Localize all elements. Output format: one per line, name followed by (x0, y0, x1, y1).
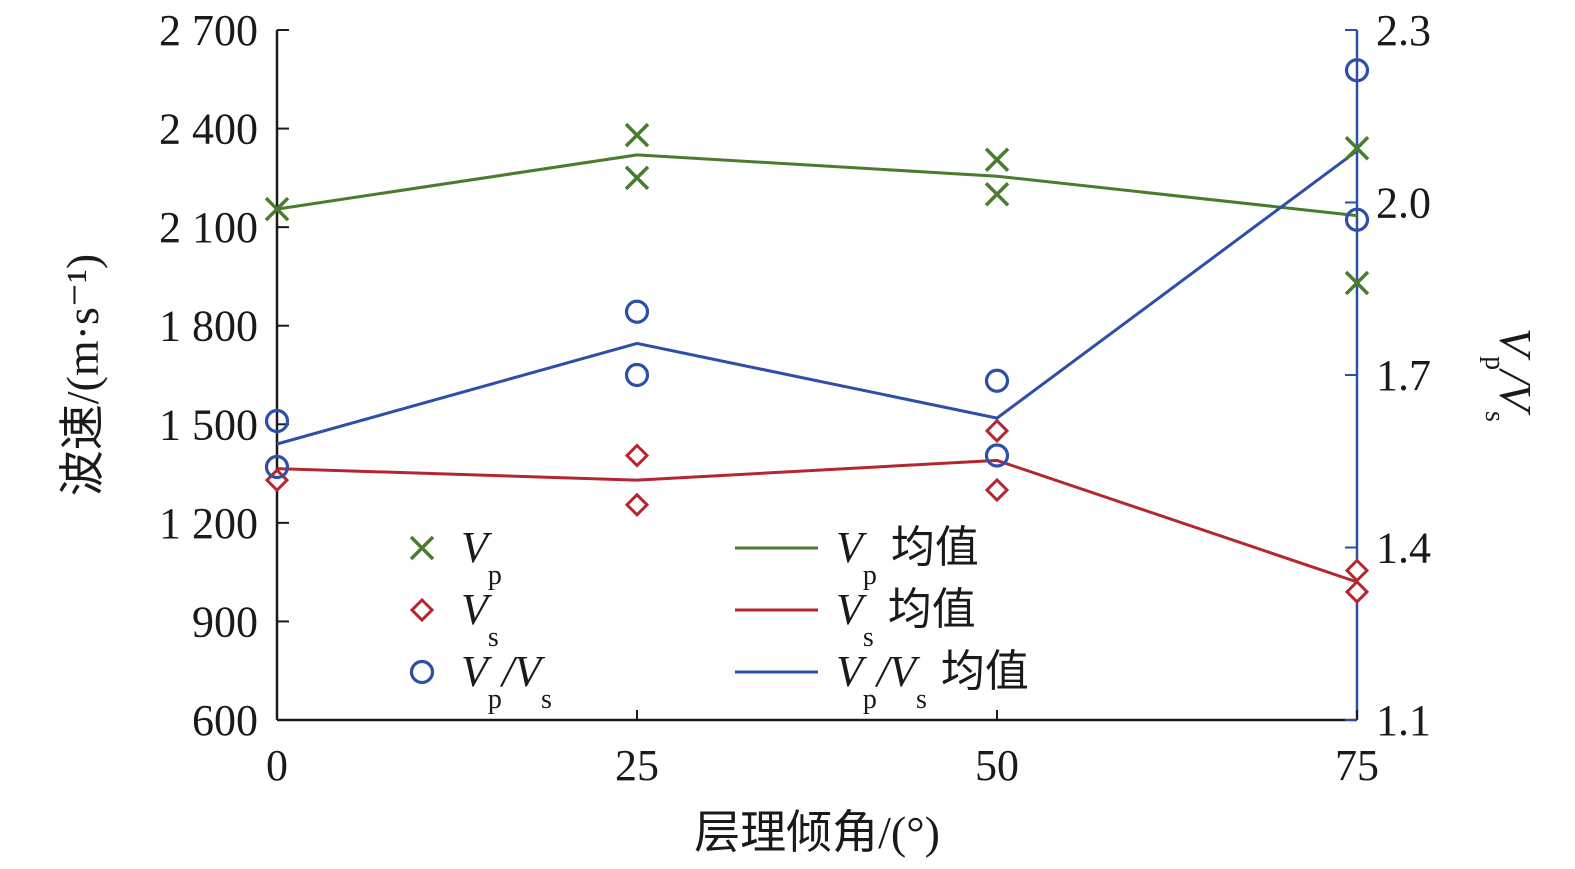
vp-point (1344, 270, 1370, 296)
ticks: 0 25 50 75 600 900 1 200 1 500 1 800 2 100 2 400 2 … (159, 6, 1431, 790)
y2-tick-label: 2.3 (1376, 6, 1431, 55)
legend-label: Vp (461, 523, 502, 591)
vp-point (1344, 136, 1370, 161)
x-tick-label: 25 (615, 741, 659, 790)
x-tick-label: 50 (975, 741, 1019, 790)
y-axis-label: 波速/(m·s⁻¹) (57, 254, 108, 497)
vs-point (624, 492, 650, 517)
x-tick-label: 0 (266, 741, 288, 790)
y-tick-label: 600 (192, 696, 258, 745)
y2-tick-label: 1.4 (1376, 524, 1431, 573)
ratio-point (1344, 58, 1370, 83)
y-tick-label: 1 800 (159, 302, 258, 351)
markers (264, 58, 1370, 604)
mean-lines (276, 149, 1358, 584)
ratio-point (624, 299, 650, 324)
axes (275, 30, 1359, 722)
y-tick-label: 900 (192, 597, 258, 646)
vs-point (624, 443, 650, 468)
legend-label: Vp均值 (836, 523, 979, 591)
vs-point (1344, 558, 1370, 583)
legend-marker-swatch (409, 597, 435, 623)
ratio-point (624, 362, 650, 388)
vp-point (624, 165, 650, 191)
legend-label: Vs均值 (836, 585, 976, 653)
y2-tick-label: 1.1 (1376, 696, 1431, 745)
ratio-point (264, 454, 290, 480)
legend-marker-swatch (409, 535, 435, 561)
y-tick-label: 1 200 (159, 499, 258, 548)
ratio-mean-line (276, 149, 1358, 446)
vs-point (1344, 579, 1370, 604)
ratio-point (1344, 207, 1370, 232)
ratio-point (984, 368, 1010, 393)
ratio-point (984, 443, 1010, 468)
x-tick-label: 75 (1335, 741, 1379, 790)
y2-axis-label: Vp/Vs (1479, 328, 1541, 422)
y2-tick-label: 1.7 (1376, 351, 1431, 400)
vs-point (984, 477, 1010, 503)
vp-point (984, 182, 1010, 207)
vs-mean-line (276, 458, 1358, 584)
ratio-point (264, 408, 290, 434)
legend-label: Vp/Vs均值 (836, 647, 1029, 715)
legend-label: Vp/Vs (461, 647, 552, 715)
y-tick-label: 2 100 (159, 203, 258, 252)
legend-label: Vs (461, 585, 499, 653)
y-tick-label: 1 500 (159, 400, 258, 449)
vp-point (624, 122, 650, 148)
legend-marker-swatch (409, 659, 435, 685)
vp-mean-line (276, 153, 1358, 218)
y-tick-label: 2 700 (159, 6, 258, 55)
axis-labels: 层理倾角/(°) 波速/(m·s⁻¹) Vp/Vs (57, 254, 1541, 858)
vp-point (984, 147, 1010, 173)
x-axis-label: 层理倾角/(°) (694, 807, 940, 858)
vs-point (984, 418, 1010, 443)
y2-tick-label: 2.0 (1376, 179, 1431, 228)
vp-point (264, 196, 290, 222)
y-tick-label: 2 400 (159, 105, 258, 154)
